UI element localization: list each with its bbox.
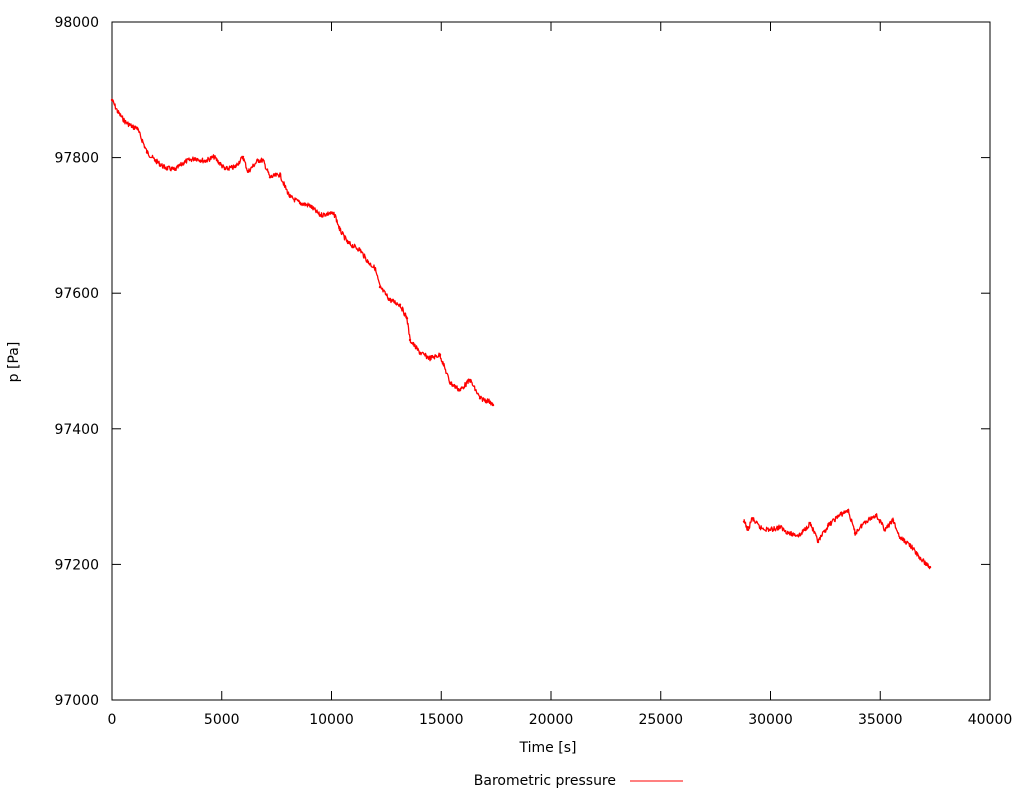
data-point [768,528,772,532]
data-point [750,517,754,520]
plot-area [111,21,991,701]
data-point [808,521,812,525]
data-point [193,157,197,160]
x-tick-label: 0 [108,712,117,728]
x-tick-label: 30000 [748,712,793,728]
data-point [183,160,187,163]
data-point [116,110,120,114]
data-point [891,519,895,522]
data-point [438,353,442,357]
data-point [826,524,830,527]
data-point [346,241,350,245]
data-point [135,126,139,129]
data-point [212,155,216,159]
data-point [110,98,114,102]
data-point [853,532,857,535]
data-point [478,397,482,400]
data-point [145,150,149,154]
data-point [863,520,867,523]
data-point [233,165,237,169]
data-point [788,532,792,536]
data-point [883,528,887,532]
data-point [283,185,287,188]
data-point [918,557,922,560]
data-point [261,159,265,162]
data-point [388,298,392,302]
data-point [898,536,902,540]
data-point [742,520,746,523]
data-point [163,166,167,169]
data-point [123,120,127,123]
legend-label: Barometric pressure [474,773,616,789]
data-point [408,338,412,342]
x-tick-label: 20000 [529,712,574,728]
data-point [173,168,177,172]
data-point [488,400,492,403]
data-point [298,201,302,205]
data-point [448,381,452,384]
data-point [366,260,370,264]
y-tick-label: 97200 [54,557,99,573]
data-point [836,515,840,518]
data-point [256,159,260,162]
data-point [153,159,157,162]
y-axis-label: p [Pa] [6,342,22,383]
data-point [203,159,207,163]
data-point [468,378,472,382]
data-point [140,138,144,142]
x-tick-label: 25000 [638,712,683,728]
data-point [746,528,750,532]
data-point [816,540,820,544]
x-tick-label: 35000 [858,712,903,728]
data-point [928,565,932,569]
data-point [398,303,402,306]
x-tick-label: 10000 [309,712,354,728]
legend: Barometric pressure [474,773,683,789]
data-point [405,317,409,320]
series-layer [110,98,932,570]
data-point [308,204,312,207]
series-line-segment [111,99,494,406]
x-tick-label: 40000 [968,712,1013,728]
data-point [798,534,802,537]
data-point [241,155,245,159]
x-axis-label: Time [s] [519,740,577,756]
x-tick-label: 15000 [419,712,464,728]
y-tick-label: 97800 [54,151,99,167]
data-point [278,173,282,176]
data-point [288,195,292,199]
data-point [491,403,495,407]
data-point [418,351,422,355]
data-point [874,513,878,517]
data-point [373,266,377,270]
data-point [846,508,850,512]
data-point [458,388,462,392]
data-point [378,285,382,289]
y-tick-label: 97000 [54,693,99,709]
data-point [428,357,432,360]
data-point [778,525,782,529]
axis-ticks: 0 5000 10000 15000 20000 25000 30000 35000 40000… [54,15,1012,728]
data-point [131,125,135,129]
data-point [223,167,227,171]
y-tick-label: 97400 [54,422,99,438]
y-tick-label: 97600 [54,286,99,302]
series-line-segment [743,508,931,570]
data-point [268,176,272,179]
data-point [333,214,337,217]
y-tick-label: 98000 [54,15,99,31]
data-point [358,248,362,252]
data-point [318,214,322,217]
data-point [328,211,332,215]
data-point [246,170,250,174]
plot-border [111,21,991,701]
data-point [908,543,912,546]
x-tick-label: 5000 [204,712,240,728]
data-point [758,526,762,529]
data-point [338,228,342,232]
